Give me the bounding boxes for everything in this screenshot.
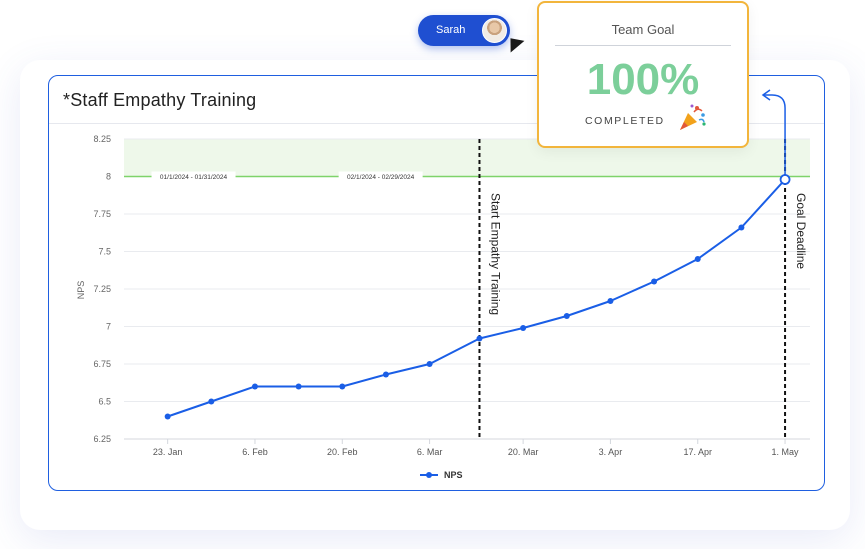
y-tick-label: 6.5 xyxy=(98,397,111,407)
annotation-label: Start Empathy Training xyxy=(488,193,502,315)
x-tick-label: 20. Feb xyxy=(327,447,358,457)
user-pill[interactable]: Sarah xyxy=(418,15,510,46)
y-tick-label: 7.5 xyxy=(98,247,111,257)
y-tick-label: 8 xyxy=(106,172,111,182)
y-tick-label: 7.75 xyxy=(93,209,111,219)
nps-data-point xyxy=(208,398,215,405)
user-name: Sarah xyxy=(436,24,466,36)
goal-range-label-bg xyxy=(338,171,423,182)
nps-data-point xyxy=(476,335,483,342)
nps-data-point xyxy=(607,298,614,304)
nps-data-point xyxy=(779,174,791,185)
y-axis-label: NPS xyxy=(76,281,86,300)
chart-legend[interactable]: NPS xyxy=(420,470,463,480)
y-tick-label: 8.25 xyxy=(93,134,111,144)
nps-data-point xyxy=(520,325,527,331)
nps-data-point xyxy=(382,371,389,378)
nps-data-point xyxy=(694,256,701,262)
nps-data-point xyxy=(738,224,745,231)
legend-marker-icon xyxy=(420,472,438,478)
goal-range-label-bg xyxy=(151,171,236,182)
x-tick-label: 3. Apr xyxy=(599,447,623,457)
goal-arrow xyxy=(763,94,786,175)
nps-data-point xyxy=(563,313,570,319)
legend-label-nps: NPS xyxy=(444,470,463,480)
goal-percent: 100% xyxy=(586,55,700,104)
goal-title: Team Goal xyxy=(611,22,675,37)
nps-series-line xyxy=(167,178,786,418)
nps-data-point xyxy=(426,361,433,367)
goal-status: COMPLETED xyxy=(585,115,665,127)
y-tick-label: 6.25 xyxy=(93,434,111,444)
goal-range-label: 01/1/2024 - 01/31/2024 xyxy=(160,174,228,181)
y-tick-label: 6.75 xyxy=(93,359,111,369)
y-tick-label: 7.25 xyxy=(93,284,111,294)
y-tick-label: 7 xyxy=(106,322,111,332)
goal-range-label: 02/1/2024 - 02/29/2024 xyxy=(347,174,415,181)
x-tick-label: 6. Mar xyxy=(417,447,443,457)
team-goal-card: Team Goal 100% COMPLETED xyxy=(537,1,749,148)
nps-data-point xyxy=(339,383,346,390)
party-popper-icon xyxy=(680,104,706,130)
nps-data-point xyxy=(164,413,171,420)
nps-data-point xyxy=(651,278,658,285)
avatar xyxy=(482,18,507,43)
goal-divider xyxy=(555,45,731,46)
annotation-label: Goal Deadline xyxy=(794,193,808,269)
x-tick-label: 1. May xyxy=(772,447,800,457)
goal-arrow-head xyxy=(761,89,771,101)
card-divider xyxy=(49,123,824,124)
x-tick-label: 6. Feb xyxy=(242,447,268,457)
card-title: *Staff Empathy Training xyxy=(63,90,257,110)
nps-data-point xyxy=(251,383,258,390)
x-tick-label: 17. Apr xyxy=(683,447,712,457)
x-tick-label: 20. Mar xyxy=(508,447,539,457)
nps-data-point xyxy=(295,383,302,390)
x-tick-label: 23. Jan xyxy=(153,447,183,457)
